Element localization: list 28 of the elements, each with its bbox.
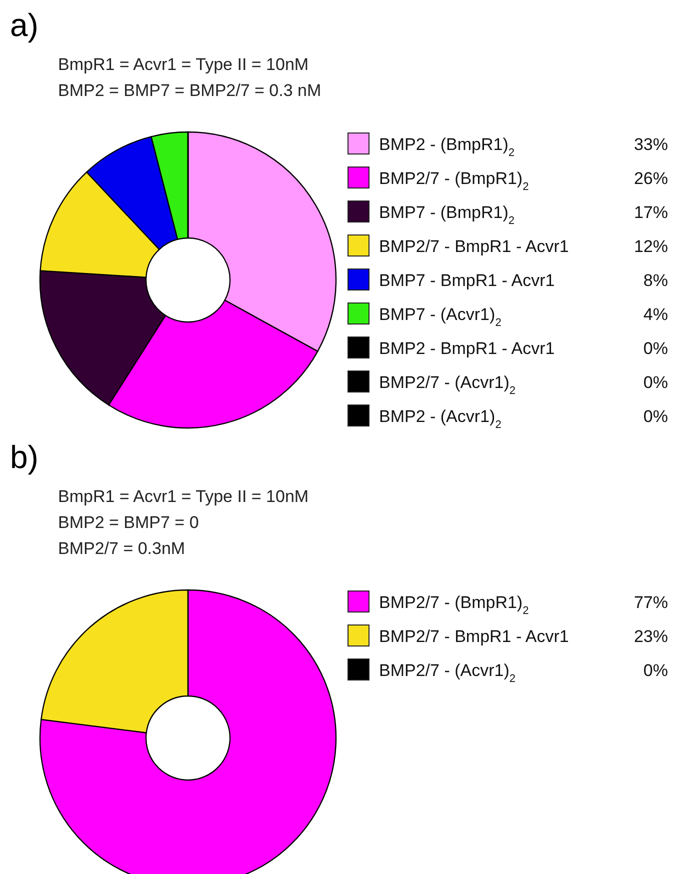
chart-subtitle: BmpR1 = Acvr1 = Type II = 10nM BMP2 = BMP7 = 0 BMP2/7 = 0.3nM — [58, 487, 309, 558]
legend-label: BMP2/7 - (BmpR1)$_{2}$ — [379, 593, 529, 617]
legend-label: BMP2/7 - (Acvr1)$_{2}$ — [379, 373, 516, 397]
text: 0% — [643, 373, 668, 392]
chart-subtitle: BmpR1 = Acvr1 = Type II = 10nM BMP2 = BMP7 = BMP2/7 = 0.3 nM — [58, 55, 322, 100]
text: 0% — [643, 407, 668, 426]
legend-label: BMP7 - (BmpR1)$_{2}$ — [379, 203, 515, 227]
text: 0% — [643, 339, 668, 358]
data-label: 4% — [643, 305, 668, 324]
legend-label: BMP7 - BmpR1 - Acvr1 — [379, 271, 555, 290]
data-label: 33% — [634, 135, 668, 154]
chart-title: b) — [10, 439, 38, 475]
legend-label: BMP2/7 - BmpR1 - Acvr1 — [379, 237, 569, 256]
data-label: 17% — [634, 203, 668, 222]
legend-label: BMP2 - (BmpR1)$_{2}$ — [379, 135, 515, 159]
chart-title: a) — [10, 7, 38, 43]
legend-label: BMP2/7 - BmpR1 - Acvr1 — [379, 627, 569, 646]
data-label: 8% — [643, 271, 668, 290]
data-label: 77% — [634, 593, 668, 612]
text: 0% — [643, 661, 668, 680]
legend-label: BMP2 - BmpR1 - Acvr1 — [379, 339, 555, 358]
data-label: 26% — [634, 169, 668, 188]
data-label: 12% — [634, 237, 668, 256]
data-label: 23% — [634, 627, 668, 646]
legend-label: BMP2/7 - (BmpR1)$_{2}$ — [379, 169, 529, 193]
legend-label: BMP2 - (Acvr1)$_{2}$ — [379, 407, 502, 431]
legend-label: BMP7 - (Acvr1)$_{2}$ — [379, 305, 502, 329]
legend-label: BMP2/7 - (Acvr1)$_{2}$ — [379, 661, 516, 685]
